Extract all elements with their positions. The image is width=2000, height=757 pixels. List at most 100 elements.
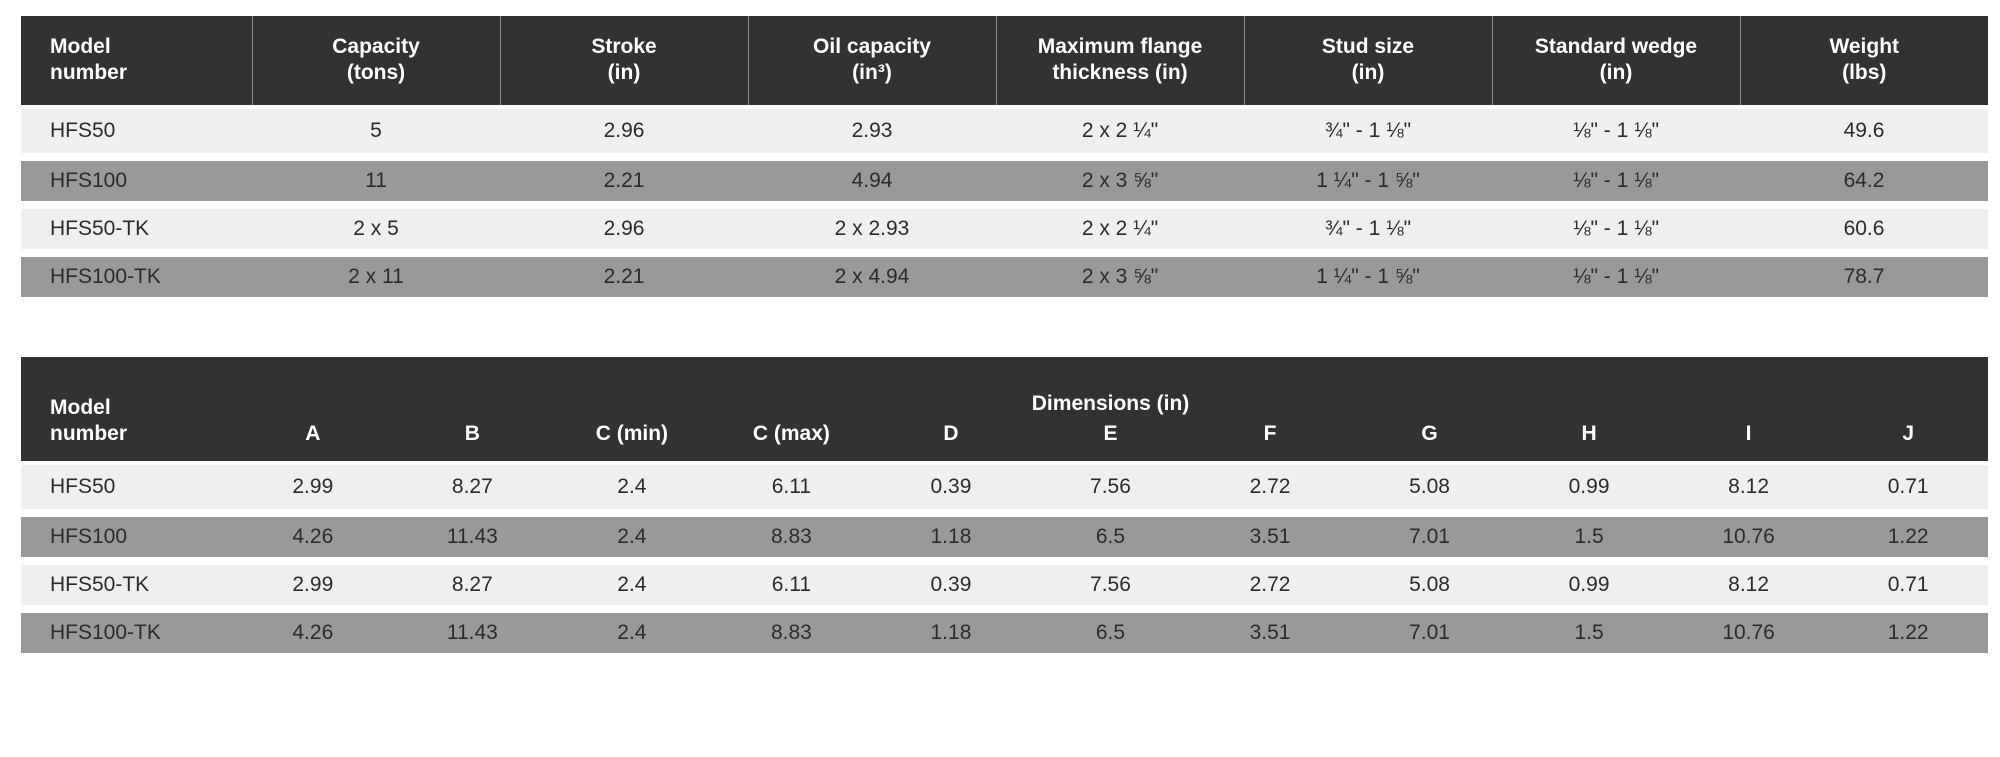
value-cell: 11	[252, 152, 500, 205]
col-header-max-flange-thickness: Maximum flange thickness (in)	[995, 16, 1244, 107]
value-cell: 10.76	[1668, 605, 1829, 653]
value-cell: 8.83	[711, 605, 872, 653]
value-cell: 8.27	[392, 557, 553, 609]
value-cell: 0.71	[1828, 557, 1988, 609]
value-cell: ¾" - 1 ⅛"	[1244, 200, 1492, 253]
value-cell: 0.39	[871, 557, 1031, 609]
value-cell: 0.99	[1509, 557, 1669, 609]
col-header-model-number: Model number	[21, 356, 234, 463]
value-cell: 2.72	[1190, 461, 1350, 513]
col-header-capacity: Capacity (tons)	[251, 16, 500, 107]
value-cell: 4.94	[748, 152, 996, 205]
table-row: HFS100-TK 4.26 11.43 2.4 8.83 1.18 6.5 3.51 7.01…	[21, 605, 1988, 653]
value-cell: 0.99	[1509, 461, 1669, 513]
value-cell: 2.4	[552, 605, 712, 653]
value-cell: 0.71	[1828, 461, 1988, 513]
value-cell: 2 x 2.93	[748, 200, 996, 253]
value-cell: 2.99	[233, 461, 393, 513]
col-header-d: D	[871, 418, 1031, 463]
value-cell: 1.5	[1509, 605, 1669, 653]
col-group-header-dimensions: Dimensions (in)	[233, 356, 1988, 419]
value-cell: 2.93	[748, 104, 996, 157]
value-cell: 64.2	[1740, 152, 1988, 205]
value-cell: 1.18	[871, 509, 1031, 561]
value-cell: 2 x 3 ⅝"	[996, 152, 1244, 205]
value-cell: 10.76	[1668, 509, 1829, 561]
value-cell: 2 x 4.94	[748, 248, 996, 297]
model-number-cell: HFS50	[21, 104, 252, 157]
col-header-c-min: C (min)	[552, 418, 712, 463]
value-cell: 7.56	[1030, 461, 1191, 513]
model-number-cell: HFS50-TK	[21, 557, 234, 609]
table-row: HFS50 2.99 8.27 2.4 6.11 0.39 7.56 2.72 5.08 0.99…	[21, 461, 1988, 513]
value-cell: ⅛" - 1 ⅛"	[1492, 248, 1740, 297]
model-number-cell: HFS50	[21, 461, 234, 513]
spec-sheet-page: Model number Capacity (tons) Stroke (in)…	[21, 16, 1988, 653]
col-header-b: B	[392, 418, 553, 463]
value-cell: 1 ¼" - 1 ⅝"	[1244, 152, 1492, 205]
value-cell: 3.51	[1190, 509, 1350, 561]
value-cell: 1.5	[1509, 509, 1669, 561]
value-cell: 3.51	[1190, 605, 1350, 653]
value-cell: 8.12	[1668, 557, 1829, 609]
col-header-oil-capacity: Oil capacity (in³)	[747, 16, 996, 107]
value-cell: 8.83	[711, 509, 872, 561]
table-row: HFS100 4.26 11.43 2.4 8.83 1.18 6.5 3.51 7.01 1.5…	[21, 509, 1988, 561]
col-header-weight: Weight (lbs)	[1739, 16, 1988, 107]
model-number-cell: HFS100-TK	[21, 605, 234, 653]
value-cell: 1.18	[871, 605, 1031, 653]
col-header-stud-size: Stud size (in)	[1243, 16, 1492, 107]
dims-header-group-row: Model number Dimensions (in)	[21, 356, 1988, 463]
value-cell: ⅛" - 1 ⅛"	[1492, 152, 1740, 205]
value-cell: 4.26	[233, 605, 393, 653]
value-cell: 8.12	[1668, 461, 1829, 513]
value-cell: 78.7	[1740, 248, 1988, 297]
table-row: HFS50-TK 2.99 8.27 2.4 6.11 0.39 7.56 2.72 5.08 0…	[21, 557, 1988, 609]
col-header-j: J	[1828, 418, 1988, 463]
value-cell: 1.22	[1828, 605, 1988, 653]
col-header-a: A	[233, 418, 393, 463]
value-cell: 5	[252, 104, 500, 157]
value-cell: 4.26	[233, 509, 393, 561]
col-header-e: E	[1030, 418, 1191, 463]
value-cell: 49.6	[1740, 104, 1988, 157]
value-cell: 2.96	[500, 104, 748, 157]
col-header-model-number: Model number	[21, 16, 252, 107]
col-header-c-max: C (max)	[711, 418, 872, 463]
value-cell: 2 x 2 ¼"	[996, 200, 1244, 253]
value-cell: ¾" - 1 ⅛"	[1244, 104, 1492, 157]
dimensions-table: Model number Dimensions (in) A B C (min)…	[21, 356, 1988, 653]
col-header-f: F	[1190, 418, 1350, 463]
table-row: HFS50-TK 2 x 5 2.96 2 x 2.93 2 x 2 ¼" ¾" - 1 …	[21, 200, 1988, 253]
table-row: HFS100 11 2.21 4.94 2 x 3 ⅝" 1 ¼" - 1 ⅝" ⅛" - …	[21, 152, 1988, 205]
value-cell: 0.39	[871, 461, 1031, 513]
value-cell: 2.4	[552, 557, 712, 609]
specifications-table: Model number Capacity (tons) Stroke (in)…	[21, 16, 1988, 297]
value-cell: 7.01	[1349, 605, 1510, 653]
value-cell: 2 x 5	[252, 200, 500, 253]
value-cell: 2.99	[233, 557, 393, 609]
value-cell: 11.43	[392, 605, 553, 653]
table-row: HFS50 5 2.96 2.93 2 x 2 ¼" ¾" - 1 ⅛" ⅛" - 1 ⅛"…	[21, 104, 1988, 157]
value-cell: ⅛" - 1 ⅛"	[1492, 104, 1740, 157]
value-cell: 6.11	[711, 461, 872, 513]
value-cell: 2.4	[552, 461, 712, 513]
value-cell: 7.01	[1349, 509, 1510, 561]
value-cell: 2.72	[1190, 557, 1350, 609]
value-cell: ⅛" - 1 ⅛"	[1492, 200, 1740, 253]
value-cell: 1 ¼" - 1 ⅝"	[1244, 248, 1492, 297]
value-cell: 1.22	[1828, 509, 1988, 561]
table-row: HFS100-TK 2 x 11 2.21 2 x 4.94 2 x 3 ⅝" 1 ¼" …	[21, 248, 1988, 297]
spec-header-row: Model number Capacity (tons) Stroke (in)…	[21, 16, 1988, 107]
value-cell: 2 x 2 ¼"	[996, 104, 1244, 157]
col-header-standard-wedge: Standard wedge (in)	[1491, 16, 1740, 107]
value-cell: 2.96	[500, 200, 748, 253]
dimensions-table-body: HFS50 2.99 8.27 2.4 6.11 0.39 7.56 2.72 5.08 0.99…	[21, 461, 1988, 653]
value-cell: 6.11	[711, 557, 872, 609]
model-number-cell: HFS100-TK	[21, 248, 252, 297]
value-cell: 5.08	[1349, 557, 1510, 609]
value-cell: 60.6	[1740, 200, 1988, 253]
model-number-cell: HFS100	[21, 152, 252, 205]
value-cell: 7.56	[1030, 557, 1191, 609]
value-cell: 2 x 3 ⅝"	[996, 248, 1244, 297]
